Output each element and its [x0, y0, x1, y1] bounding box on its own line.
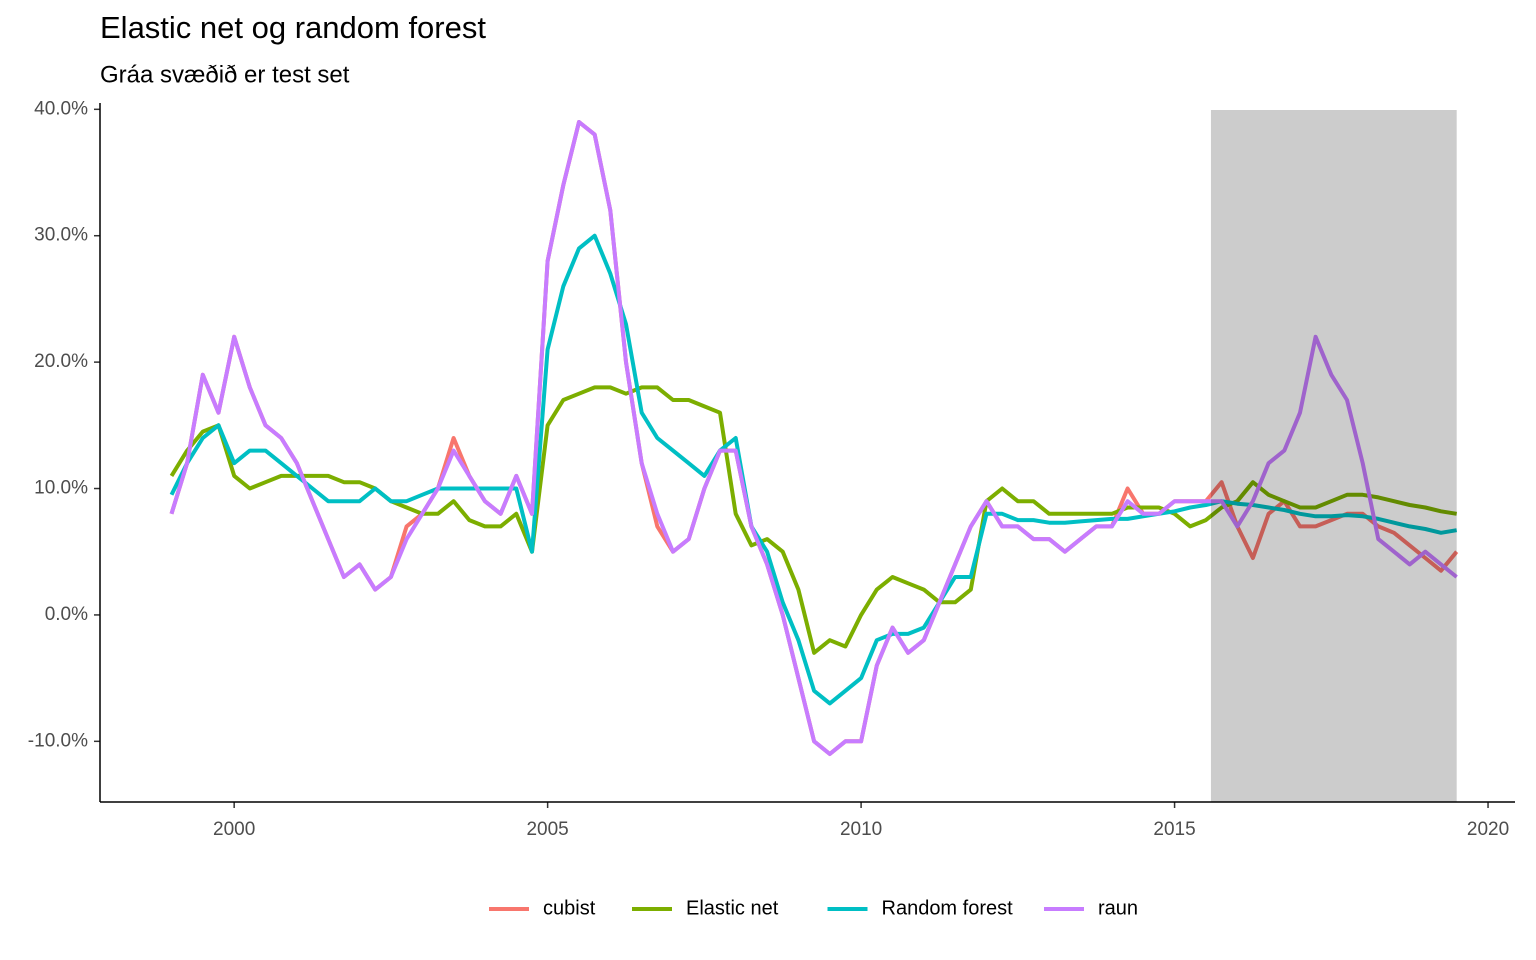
x-tick-label: 2020 [1467, 819, 1509, 840]
line [169, 120, 1458, 756]
y-tick-label: 20.0% [34, 351, 88, 372]
x-tick-label: 2015 [1153, 819, 1195, 840]
line [169, 233, 1458, 706]
chart-subtitle: Gráa svæðið er test set [100, 61, 350, 88]
x-tick-label: 2010 [840, 819, 882, 840]
y-tick-label: -10.0% [28, 730, 88, 751]
y-tick-label: 30.0% [34, 225, 88, 246]
shaded-region [1210, 110, 1457, 802]
chart-title: Elastic net og random forest [100, 10, 486, 45]
y-tick-label: 0.0% [45, 604, 88, 625]
legend-label: Elastic net [686, 897, 779, 919]
legend-label: Random forest [882, 897, 1014, 919]
y-tick-label: 10.0% [34, 478, 88, 499]
x-tick-label: 2000 [213, 819, 255, 840]
y-tick-label: 40.0% [34, 98, 88, 119]
x-tick-label: 2005 [526, 819, 568, 840]
legend-label: raun [1098, 897, 1138, 919]
legend-label: cubist [543, 897, 596, 919]
